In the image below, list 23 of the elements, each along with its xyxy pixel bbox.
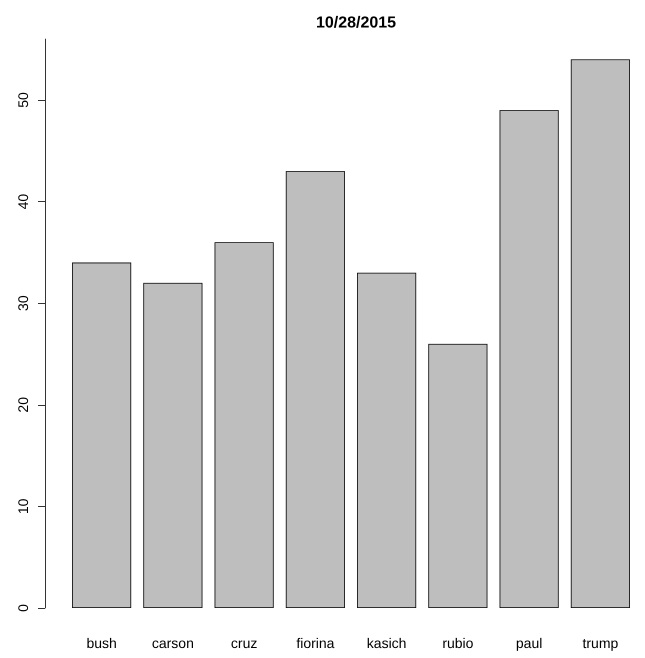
x-tick-label: paul [516,635,542,651]
bar [428,344,488,608]
bar [357,272,416,608]
bar [570,59,630,608]
y-tick-label: 20 [15,396,31,413]
chart-title: 10/28/2015 [316,14,396,32]
bar [214,242,274,608]
bar [286,171,345,608]
y-tick-label: 0 [15,604,31,612]
y-tick-label: 10 [15,498,31,514]
bar [500,110,559,608]
y-tick-label: 30 [15,295,31,311]
y-tick-label: 40 [15,194,31,210]
x-tick-label: trump [582,635,618,651]
x-tick-label: rubio [442,635,474,651]
x-tick-label: carson [152,635,194,651]
x-tick-label: cruz [230,635,258,651]
x-tick-label: fiorina [296,635,335,651]
y-tick-label: 50 [15,92,31,108]
bar [143,282,202,608]
x-tick-label: bush [86,635,117,651]
x-tick-label: kasich [366,635,406,651]
bar [72,262,132,608]
